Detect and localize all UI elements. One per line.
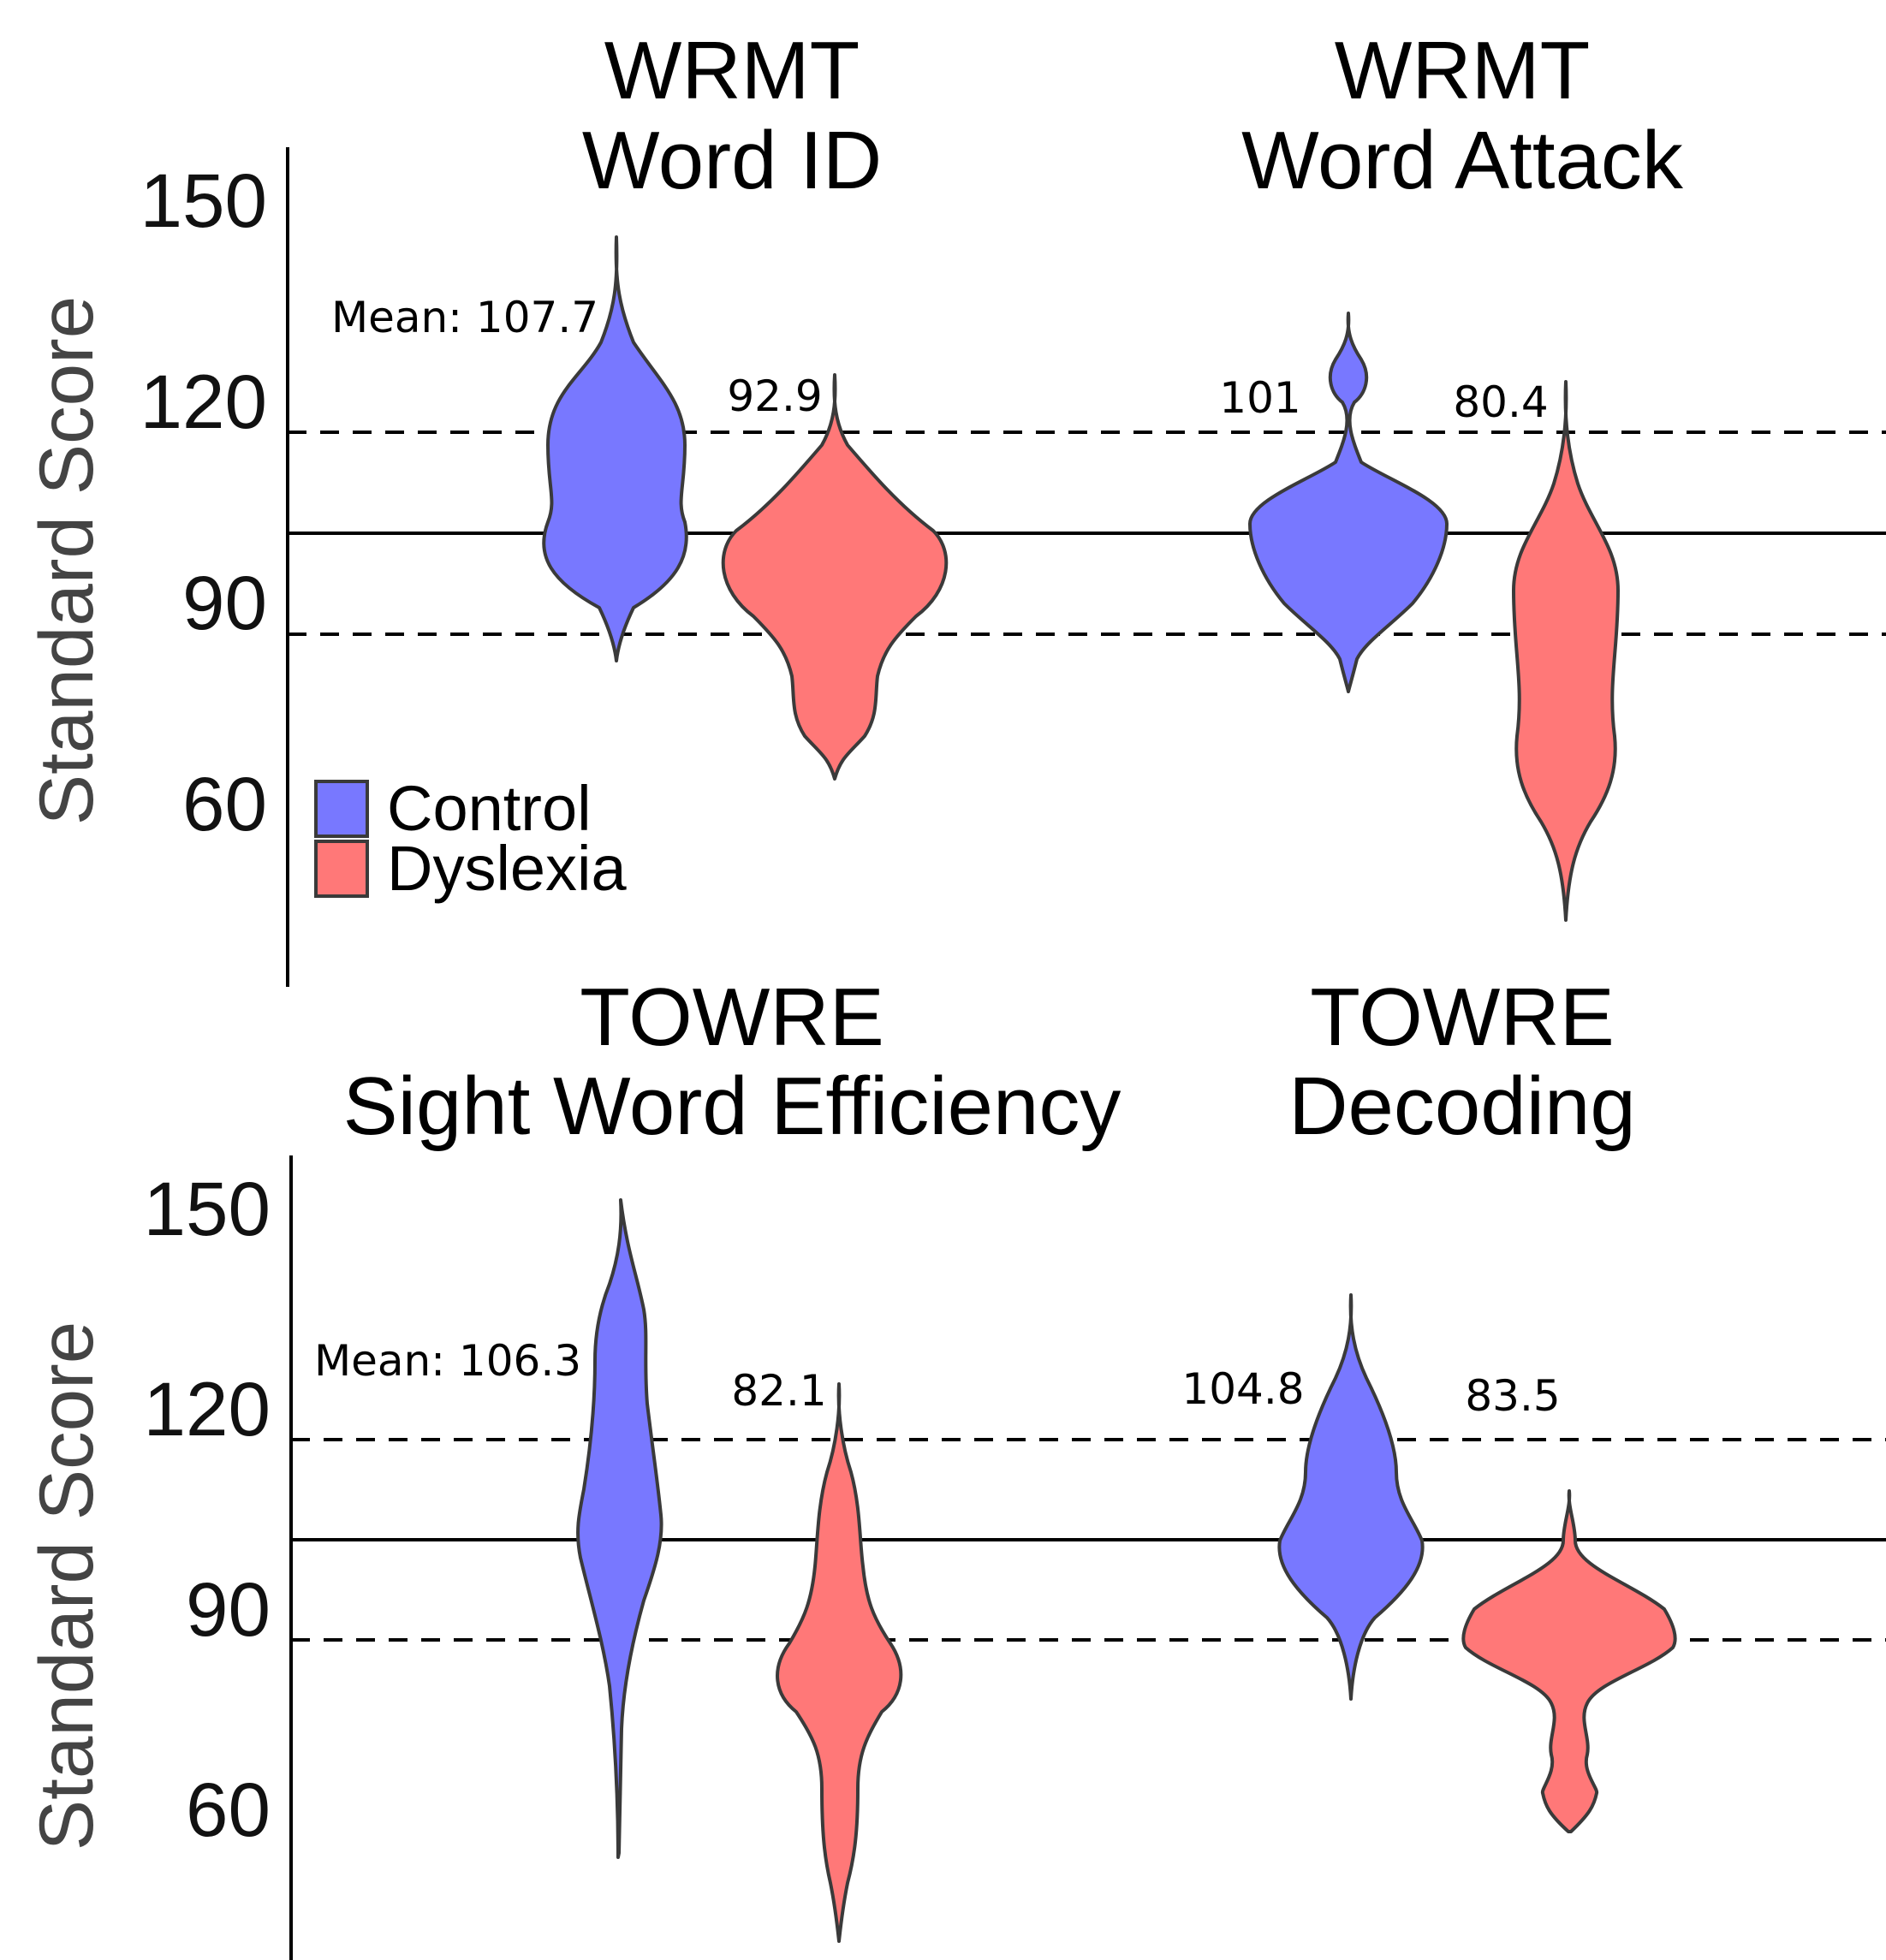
panel-title: WRMT xyxy=(604,25,860,116)
panel-towre-sight-word-efficiency: TOWRE Sight Word Efficiency Mean: 106.3 … xyxy=(314,971,1121,1943)
y-axis-title: Standard Score xyxy=(23,1322,109,1850)
y-tick-label: 120 xyxy=(144,1366,271,1452)
violin-dyslexia xyxy=(1512,380,1620,922)
violin-control xyxy=(1248,312,1449,693)
mean-label-dyslexia: 80.4 xyxy=(1453,377,1548,427)
y-tick-label: 150 xyxy=(144,1166,271,1251)
y-tick-label: 120 xyxy=(140,359,268,444)
panel-title: TOWRE xyxy=(580,971,884,1063)
y-tick-label: 60 xyxy=(182,761,267,846)
panel-subtitle: Word ID xyxy=(582,115,882,206)
y-axis-title: Standard Score xyxy=(23,296,109,825)
panel-subtitle: Decoding xyxy=(1288,1060,1636,1152)
mean-label-control: 101 xyxy=(1219,373,1300,423)
violin-dyslexia xyxy=(1461,1489,1677,1833)
violin-dyslexia xyxy=(776,1382,903,1943)
mean-label-dyslexia: 92.9 xyxy=(727,371,822,421)
panel-title: WRMT xyxy=(1335,25,1591,116)
mean-label-control: Mean: 107.7 xyxy=(331,293,598,342)
violin-dyslexia xyxy=(721,373,949,781)
legend-label-dyslexia: Dyslexia xyxy=(387,833,627,904)
top-row: 150 120 90 60 Standard Score WRMT Word I… xyxy=(23,25,1886,987)
y-tick-label: 60 xyxy=(186,1767,271,1852)
legend-swatch-dyslexia xyxy=(314,840,369,898)
mean-label-control: 104.8 xyxy=(1181,1364,1304,1414)
bottom-row: 150 120 90 60 Standard Score TOWRE Sight… xyxy=(23,971,1886,1960)
panel-towre-decoding: TOWRE Decoding 104.8 83.5 xyxy=(1181,971,1677,1833)
legend: Control Dyslexia xyxy=(314,773,627,904)
mean-label-dyslexia: 82.1 xyxy=(731,1366,826,1416)
panel-wrmt-word-attack: WRMT Word Attack 101 80.4 xyxy=(1219,25,1684,922)
legend-swatch-control xyxy=(314,780,369,838)
violin-control xyxy=(576,1198,663,1859)
mean-label-control: Mean: 106.3 xyxy=(314,1336,581,1386)
panel-title: TOWRE xyxy=(1310,971,1615,1063)
y-tick-label: 90 xyxy=(182,560,267,645)
panel-wrmt-word-id: WRMT Word ID Mean: 107.7 92.9 xyxy=(331,25,949,781)
legend-label-control: Control xyxy=(387,773,592,844)
y-tick-label: 90 xyxy=(186,1566,271,1652)
panel-subtitle: Sight Word Efficiency xyxy=(343,1060,1121,1152)
violin-control xyxy=(1277,1293,1425,1701)
mean-label-dyslexia: 83.5 xyxy=(1465,1371,1560,1421)
violin-control xyxy=(542,235,688,662)
panel-subtitle: Word Attack xyxy=(1241,115,1684,206)
y-tick-label: 150 xyxy=(140,157,268,243)
